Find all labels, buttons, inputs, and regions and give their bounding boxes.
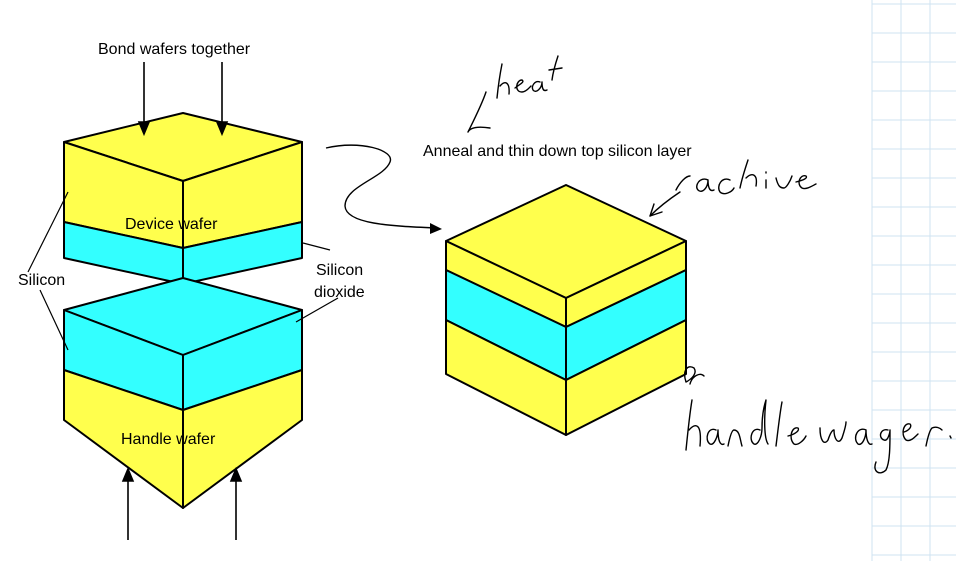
soi-stack-block: [445, 184, 687, 436]
handle-wafer-block: [63, 277, 303, 509]
handwritten-heat-text: heat: [500, 88, 503, 91]
device-wafer-block: [63, 112, 303, 285]
soi-right-bottom-si: [565, 319, 687, 436]
silicon-label: Silicon: [18, 272, 65, 289]
bond-wafers-title: Bond wafers together: [98, 41, 251, 58]
silicon-dioxide-label-line2: dioxide: [314, 284, 365, 301]
silicon-dioxide-label-line1: Silicon: [316, 262, 363, 279]
handle-wafer-label: Handle wafer: [121, 431, 216, 448]
handwritten-active-text: active: [700, 188, 703, 191]
leader-lines: [27, 191, 339, 351]
handle-wafer-right-si: [182, 369, 303, 509]
notebook-grid: [871, 0, 956, 561]
anneal-title: Anneal and thin down top silicon layer: [423, 143, 692, 160]
handwritten-handle-wafer-text: handle wafer.: [700, 439, 707, 441]
bond-arrows-bottom: [121, 466, 243, 540]
arrow-head-down-icon: [215, 121, 229, 137]
handwriting-handle-wafer: [684, 366, 952, 474]
arrow-head-up-icon: [121, 466, 135, 482]
arrow-head-down-icon: [137, 121, 151, 137]
arrow-head-up-icon: [229, 466, 243, 482]
bond-arrows-top: [137, 62, 229, 137]
transition-arrow: [325, 144, 442, 234]
device-wafer-label: Device wafer: [125, 216, 218, 233]
arrow-head-right-icon: [430, 223, 442, 234]
handwriting-active: [649, 159, 817, 217]
handwritten-arrow-icon: [467, 91, 491, 133]
device-wafer-right-oxide: [182, 221, 303, 285]
handwriting-heat: [467, 55, 563, 133]
